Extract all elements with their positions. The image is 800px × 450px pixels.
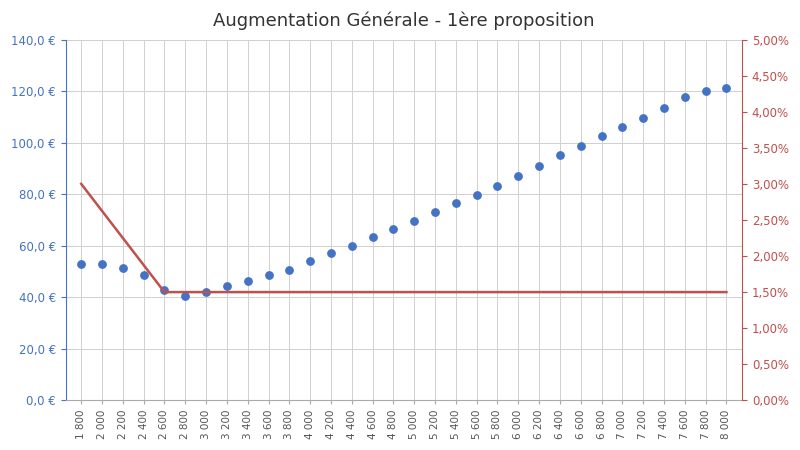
Point <box>533 162 546 169</box>
Point <box>325 250 338 257</box>
Point <box>158 286 171 293</box>
Point <box>221 282 234 289</box>
Point <box>574 143 587 150</box>
Point <box>387 225 400 233</box>
Point <box>595 133 608 140</box>
Point <box>366 233 379 240</box>
Point <box>74 260 87 267</box>
Title: Augmentation Générale - 1ère proposition: Augmentation Générale - 1ère proposition <box>213 11 594 30</box>
Point <box>699 87 712 94</box>
Point <box>408 218 421 225</box>
Point <box>720 85 733 92</box>
Point <box>658 104 670 112</box>
Point <box>96 260 109 267</box>
Point <box>304 257 317 265</box>
Point <box>429 209 442 216</box>
Point <box>117 264 130 271</box>
Point <box>179 292 192 300</box>
Point <box>283 266 296 274</box>
Point <box>346 242 358 249</box>
Point <box>637 114 650 122</box>
Point <box>491 183 504 190</box>
Point <box>616 124 629 131</box>
Point <box>554 152 566 159</box>
Point <box>200 288 213 296</box>
Point <box>450 200 462 207</box>
Point <box>262 272 275 279</box>
Point <box>138 272 150 279</box>
Point <box>512 172 525 180</box>
Point <box>242 277 254 284</box>
Point <box>678 94 691 101</box>
Point <box>470 192 483 199</box>
